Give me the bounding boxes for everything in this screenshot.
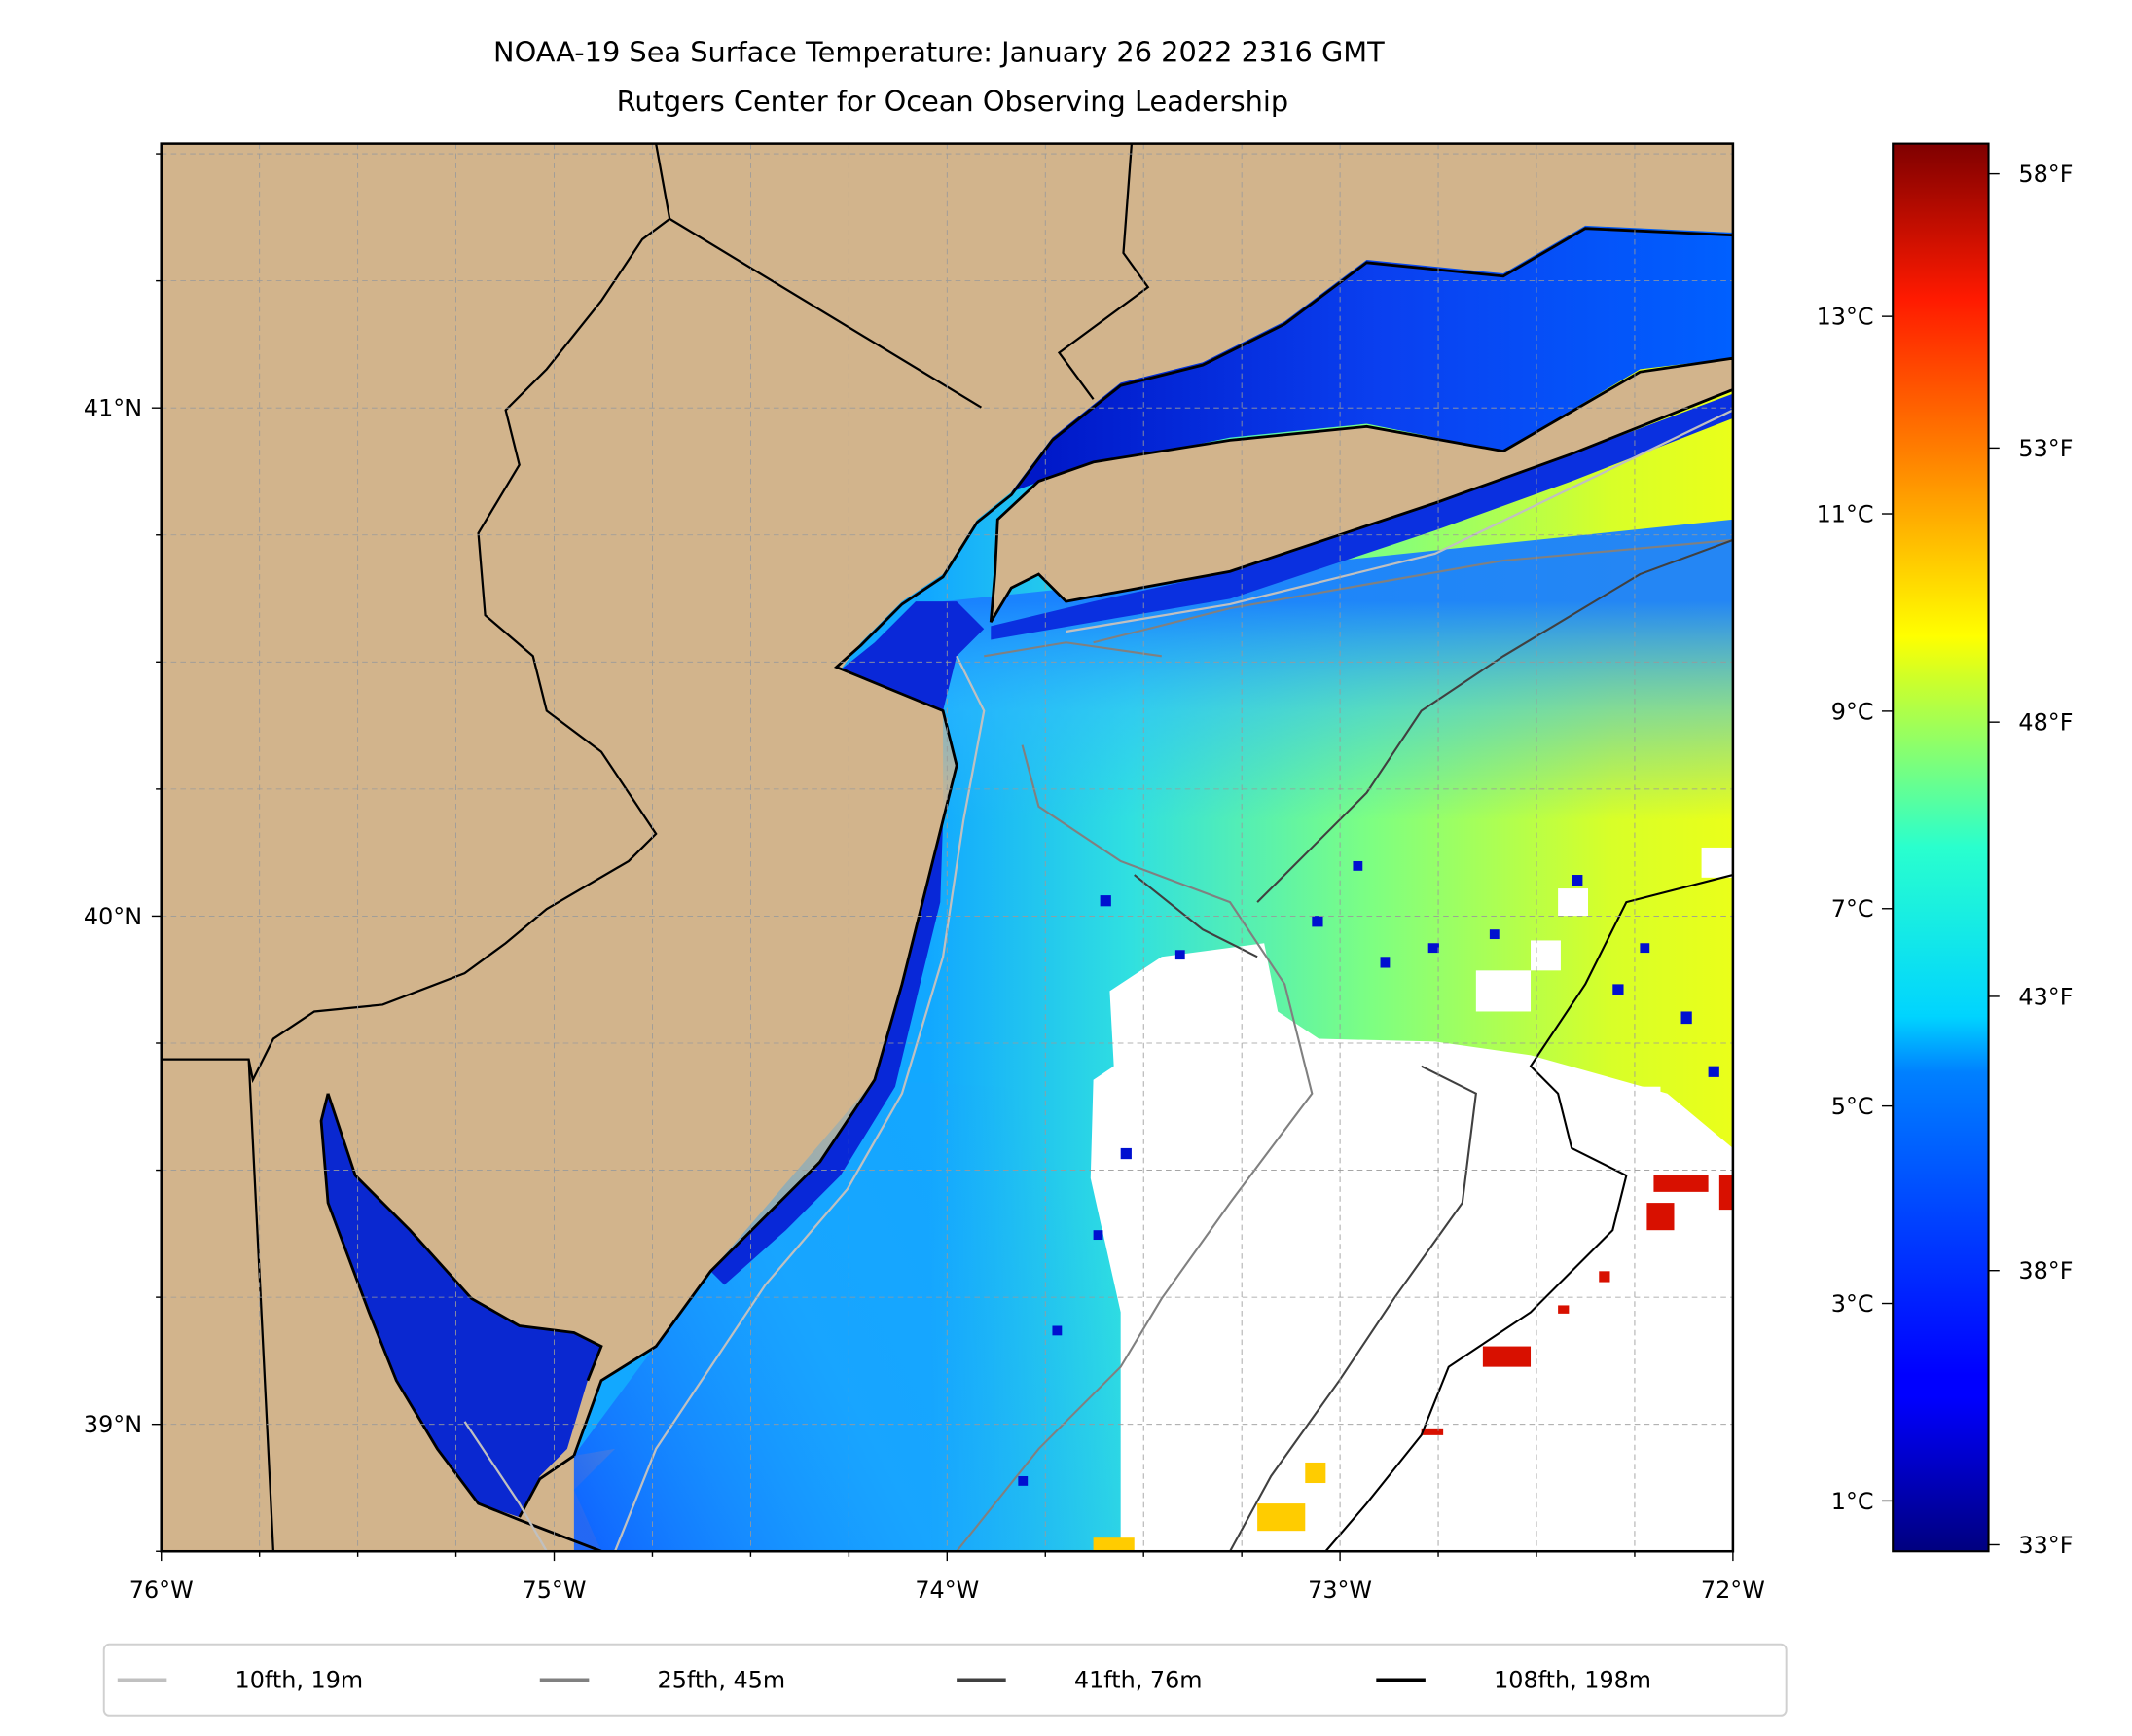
y-tick-label: 39°N: [84, 1411, 142, 1438]
celsius-tick-label: 5°C: [1831, 1093, 1874, 1120]
state-borders: [161, 143, 1150, 1552]
fahrenheit-tick-label: 33°F: [2018, 1532, 2073, 1559]
legend-item: 25fth, 45m: [539, 1667, 786, 1694]
celsius-tick-label: 7°C: [1831, 895, 1874, 922]
warm-patches: [1421, 1175, 1733, 1435]
legend-item: 10fth, 19m: [117, 1667, 364, 1694]
legend: 10fth, 19m 25fth, 45m 41fth, 76m 108fth, 19…: [102, 1643, 1788, 1717]
colorbar: [1892, 142, 1990, 1553]
fahrenheit-tick-label: 38°F: [2018, 1257, 2073, 1284]
nj-coastal-strip: [710, 819, 944, 1285]
x-tick-label: 73°W: [1308, 1576, 1372, 1604]
colorbar-ticks: 13°C 11°C 9°C 7°C 5°C 3°C 1°C 58°F 53°F 48°F 43°F 3…: [1817, 161, 2074, 1559]
isobath-25fth: [956, 538, 1733, 1552]
south-shore-cold-strip: [991, 393, 1733, 640]
southern-cold-water: [573, 1079, 1121, 1552]
long-island-sound: [1011, 225, 1733, 492]
chart-subtitle: Rutgers Center for Ocean Observing Leade…: [617, 85, 1288, 118]
cold-speckles: [1018, 860, 1719, 1486]
fahrenheit-tick-label: 43°F: [2018, 983, 2073, 1010]
legend-label: 10fth, 19m: [235, 1667, 364, 1694]
fahrenheit-tick-label: 53°F: [2018, 435, 2073, 462]
fahrenheit-tick-label: 58°F: [2018, 161, 2073, 188]
legend-box: [102, 1643, 1788, 1717]
delaware-bay: [321, 1093, 601, 1518]
chart-title: NOAA-19 Sea Surface Temperature: January…: [493, 35, 1385, 68]
gridlines: [161, 143, 1733, 1552]
cloud-patches: [1475, 847, 1733, 1148]
warm-shelf-patches: [1093, 1462, 1326, 1552]
legend-item: 41fth, 76m: [957, 1667, 1203, 1694]
celsius-tick-label: 1°C: [1831, 1488, 1874, 1515]
map-axis-ticks: 76°W 75°W 74°W 73°W 72°W 41°N 40°N 39°N: [84, 153, 1765, 1604]
isobath-108fth: [1324, 874, 1733, 1552]
x-tick-label: 72°W: [1701, 1576, 1765, 1604]
x-tick-label: 74°W: [915, 1576, 979, 1604]
celsius-tick-label: 9°C: [1831, 698, 1874, 725]
celsius-tick-label: 13°C: [1817, 304, 1874, 331]
fahrenheit-tick-label: 48°F: [2018, 709, 2073, 737]
celsius-tick-label: 11°C: [1817, 500, 1874, 527]
legend-label: 25fth, 45m: [658, 1667, 786, 1694]
x-tick-label: 75°W: [523, 1576, 587, 1604]
x-tick-label: 76°W: [129, 1576, 194, 1604]
legend-label: 108fth, 198m: [1494, 1667, 1651, 1694]
legend-item: 108fth, 198m: [1376, 1667, 1651, 1694]
y-tick-label: 41°N: [84, 395, 142, 422]
isobath-41fth: [1134, 538, 1733, 1552]
celsius-tick-label: 3°C: [1831, 1290, 1874, 1318]
isobath-10fth: [463, 409, 1733, 1552]
map-area: [161, 143, 1733, 1552]
long-island-land: [989, 356, 1733, 623]
legend-label: 41fth, 76m: [1074, 1667, 1203, 1694]
y-tick-label: 40°N: [84, 903, 142, 930]
